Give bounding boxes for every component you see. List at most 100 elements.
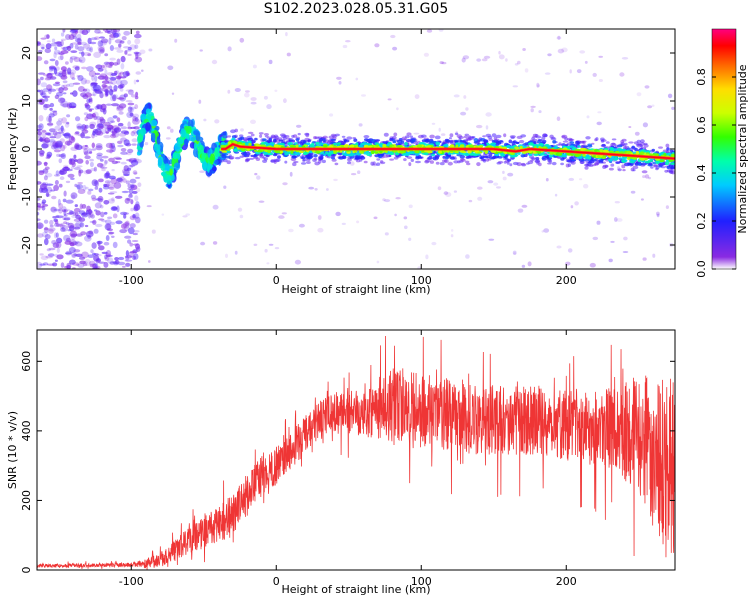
heatmap-cell [71,77,76,80]
heatmap-cell [569,69,572,74]
heatmap-cell [334,162,339,166]
heatmap-cell [140,113,147,121]
heatmap-cell [200,241,206,246]
heatmap-cell [263,95,268,100]
heatmap-cell [96,131,104,136]
heatmap-cell [77,46,85,52]
heatmap-cell [198,144,204,155]
heatmap-cell [76,75,81,78]
heatmap-cell [49,136,57,139]
heatmap-cell [201,152,205,162]
heatmap-cell [626,150,632,154]
heatmap-cell [322,144,328,148]
heatmap-cell [125,222,131,226]
heatmap-cell [86,205,91,212]
heatmap-cell [400,140,405,144]
heatmap-cell [177,139,184,145]
heatmap-cell [406,132,412,136]
heatmap-cell [108,64,113,69]
heatmap-cell [270,159,276,163]
heatmap-cell [580,145,584,149]
heatmap-cell [104,223,112,231]
heatmap-cell [97,31,104,34]
heatmap-cell [97,195,104,203]
heatmap-cell [522,143,528,146]
heatmap-cell [101,155,109,159]
heatmap-cell [671,106,675,110]
heatmap-cell [105,142,113,149]
heatmap-cell [420,134,427,138]
heatmap-cell [114,257,119,261]
heatmap-cell [360,156,366,160]
heatmap-cell [62,144,67,149]
heatmap-cell [70,29,79,32]
heatmap-cell [234,156,241,160]
heatmap-cell [62,84,68,88]
heatmap-cell [408,237,412,241]
heatmap-cell [66,67,72,75]
heatmap-cell [441,61,447,65]
heatmap-cell [634,162,640,166]
heatmap-cell [113,32,119,38]
heatmap-cell [103,134,111,139]
heatmap-cell [85,230,94,238]
heatmap-cell [286,52,291,57]
heatmap-cell [488,145,492,148]
heatmap-cell [435,141,441,146]
heatmap-cell [343,144,349,148]
heatmap-cell [267,149,271,154]
heatmap-cell [74,131,79,136]
heatmap-cell [622,169,626,172]
heatmap-cell [75,221,83,228]
heatmap-cell [483,155,489,159]
heatmap-cell [55,81,60,85]
heatmap-cell [488,138,493,141]
heatmap-cell [55,232,59,238]
heatmap-cell [450,234,454,238]
heatmap-cell [135,52,139,60]
heatmap-cell [97,45,105,52]
heatmap-cell [226,160,231,165]
heatmap-cell [69,210,74,215]
heatmap-cell [634,131,640,136]
heatmap-cell [496,142,502,145]
heatmap-cell [398,149,405,154]
heatmap-cell [44,172,53,178]
heatmap-cell [347,161,351,165]
heatmap-cell [382,143,387,148]
heatmap-cell [81,29,89,35]
heatmap-cell [69,72,75,79]
heatmap-cell [284,160,288,164]
heatmap-cell [84,235,92,242]
heatmap-cell [524,68,529,73]
heatmap-cell [99,92,104,99]
heatmap-cell [594,138,598,142]
heatmap-cell [396,107,399,111]
heatmap-cell [108,231,115,235]
heatmap-cell [211,59,218,65]
heatmap-cell [127,106,133,113]
heatmap-cell [353,150,358,153]
heatmap-cell [358,144,364,149]
heatmap-cell [96,162,104,168]
heatmap-cell [563,155,567,158]
heatmap-cell [291,134,295,138]
heatmap-cell [647,105,653,109]
heatmap-cell [376,158,381,161]
heatmap-cell [90,249,94,254]
heatmap-cell [618,157,623,160]
heatmap-cell [329,113,334,117]
heatmap-cell [55,215,64,219]
heatmap-cell [610,240,615,243]
heatmap-cell [304,132,310,136]
heatmap-cell [124,235,132,239]
heatmap-cell [586,115,590,119]
heatmap-cell [109,45,114,51]
heatmap-cell [637,162,643,166]
heatmap-cell [279,133,286,137]
heatmap-cell [109,76,117,81]
heatmap-cell [134,104,139,110]
heatmap-cell [77,125,82,129]
heatmap-cell [193,130,200,136]
